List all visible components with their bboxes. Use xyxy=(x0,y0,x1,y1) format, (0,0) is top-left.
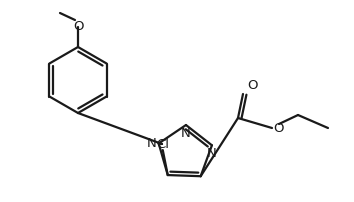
Text: O: O xyxy=(73,20,83,34)
Text: Cl: Cl xyxy=(156,138,169,151)
Text: O: O xyxy=(273,121,284,135)
Text: N: N xyxy=(207,147,217,160)
Text: O: O xyxy=(247,79,257,92)
Text: N: N xyxy=(147,137,157,150)
Text: N: N xyxy=(181,127,191,140)
